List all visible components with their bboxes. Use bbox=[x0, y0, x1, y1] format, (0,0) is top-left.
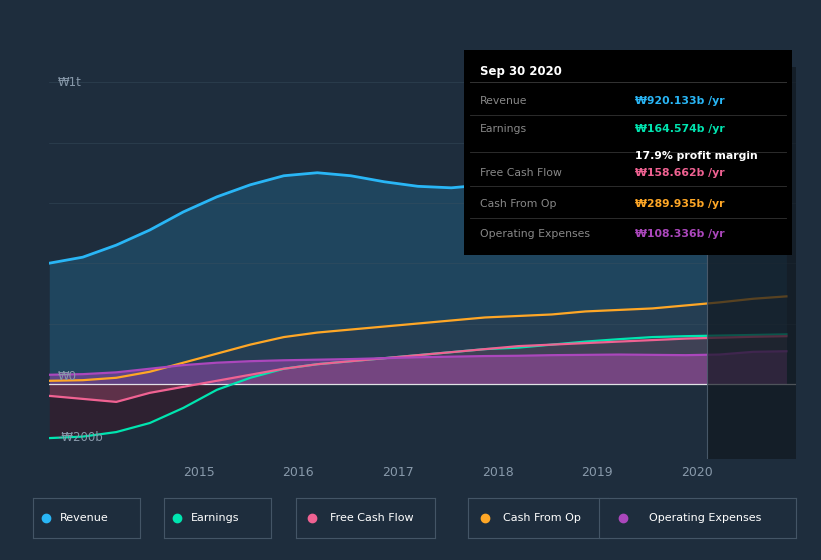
Text: Free Cash Flow: Free Cash Flow bbox=[330, 513, 414, 523]
Text: ₩1t: ₩1t bbox=[57, 76, 81, 89]
Text: 17.9% profit margin: 17.9% profit margin bbox=[635, 151, 758, 161]
Text: Revenue: Revenue bbox=[60, 513, 108, 523]
Text: Earnings: Earnings bbox=[191, 513, 240, 523]
Text: Operating Expenses: Operating Expenses bbox=[649, 513, 761, 523]
Text: Revenue: Revenue bbox=[480, 96, 528, 106]
Text: ₩0: ₩0 bbox=[57, 370, 76, 383]
Bar bbox=[707, 67, 796, 459]
Text: Free Cash Flow: Free Cash Flow bbox=[480, 168, 562, 178]
Text: ₩920.133b /yr: ₩920.133b /yr bbox=[635, 96, 724, 106]
Text: ₩164.574b /yr: ₩164.574b /yr bbox=[635, 124, 724, 134]
Text: -₩200b: -₩200b bbox=[57, 431, 103, 444]
Text: ₩108.336b /yr: ₩108.336b /yr bbox=[635, 230, 724, 239]
Text: Sep 30 2020: Sep 30 2020 bbox=[480, 65, 562, 78]
Text: ₩289.935b /yr: ₩289.935b /yr bbox=[635, 199, 724, 209]
Text: Earnings: Earnings bbox=[480, 124, 527, 134]
Text: Operating Expenses: Operating Expenses bbox=[480, 230, 590, 239]
Text: Cash From Op: Cash From Op bbox=[502, 513, 580, 523]
Text: Cash From Op: Cash From Op bbox=[480, 199, 557, 209]
Text: ₩158.662b /yr: ₩158.662b /yr bbox=[635, 168, 724, 178]
